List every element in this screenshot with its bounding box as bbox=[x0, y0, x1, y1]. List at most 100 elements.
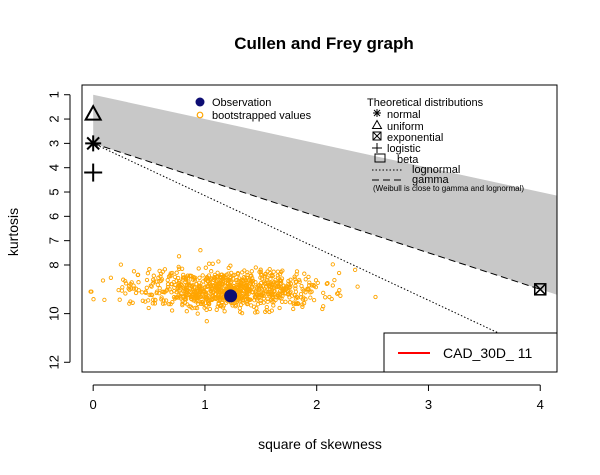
bootstrap-point bbox=[133, 286, 139, 291]
bootstrap-point bbox=[202, 285, 207, 290]
bootstrap-point bbox=[204, 307, 209, 313]
bootstrap-point bbox=[239, 310, 245, 316]
bootstrap-point bbox=[283, 299, 288, 304]
observation-legend-label: Observation bbox=[212, 97, 271, 109]
bootstrap-point bbox=[196, 301, 201, 307]
bootstrap-point bbox=[297, 277, 302, 283]
bootstrap-point bbox=[159, 295, 164, 300]
bootstrap-point bbox=[183, 276, 188, 281]
bootstrap-point bbox=[215, 270, 220, 275]
bootstrap-point bbox=[179, 266, 185, 271]
bootstrap-point bbox=[192, 275, 198, 280]
bootstrap-point bbox=[311, 297, 317, 303]
plot-frame bbox=[81, 84, 558, 373]
bootstrap-point bbox=[88, 289, 93, 294]
bootstrap-point bbox=[169, 281, 175, 287]
bootstrap-points-layer bbox=[62, 248, 378, 324]
bootstrap-point bbox=[325, 281, 330, 286]
bootstrap-point bbox=[219, 281, 224, 287]
bootstrap-point bbox=[162, 267, 168, 272]
gamma-line bbox=[93, 142, 541, 290]
bootstrap-point bbox=[220, 305, 226, 310]
bootstrap-point bbox=[173, 295, 179, 300]
bootstrap-point bbox=[117, 297, 122, 302]
bootstrap-point bbox=[168, 272, 173, 278]
bootstrap-point bbox=[188, 296, 194, 301]
bootstrap-point bbox=[246, 286, 252, 292]
bootstrap-point bbox=[242, 276, 248, 281]
bootstrap-point bbox=[279, 299, 285, 304]
bootstrap-point bbox=[279, 276, 285, 281]
bootstrap-point bbox=[336, 290, 341, 296]
y-tick-label: 5 bbox=[47, 188, 62, 195]
bootstrap-point bbox=[294, 294, 299, 299]
distribution-markers-layer bbox=[83, 104, 547, 303]
bootstrap-point bbox=[148, 283, 153, 288]
bootstrap-point bbox=[271, 269, 276, 274]
bootstrap-point bbox=[207, 306, 213, 312]
bootstrap-point bbox=[265, 299, 270, 304]
bootstrap-legend-label: bootstrapped values bbox=[212, 110, 312, 122]
bootstrap-point bbox=[265, 296, 270, 301]
bootstrap-point bbox=[249, 269, 254, 274]
bootstrap-point bbox=[228, 277, 233, 283]
beta-region bbox=[93, 94, 557, 295]
bootstrap-point bbox=[209, 269, 214, 274]
bootstrap-point bbox=[218, 297, 223, 303]
bootstrap-point bbox=[277, 289, 283, 294]
bootstrap-point bbox=[288, 289, 293, 294]
bootstrap-point bbox=[195, 311, 200, 316]
bootstrap-point bbox=[194, 286, 200, 291]
bootstrap-point bbox=[135, 272, 140, 278]
bootstrap-point bbox=[195, 297, 200, 302]
exponential-marker-box bbox=[533, 283, 547, 296]
bootstrap-point bbox=[269, 282, 274, 288]
bootstrap-point bbox=[308, 295, 313, 300]
series-legend-label: CAD_30D_ 11 bbox=[443, 345, 532, 361]
bootstrap-point bbox=[238, 302, 244, 307]
uniform-marker bbox=[83, 104, 103, 121]
bootstrap-point bbox=[309, 283, 314, 288]
bootstrap-point bbox=[198, 294, 203, 300]
bootstrap-point bbox=[300, 304, 305, 309]
bootstrap-point bbox=[180, 301, 185, 306]
observation-legend-marker bbox=[195, 97, 205, 107]
bootstrap-point bbox=[244, 293, 249, 299]
bootstrap-point bbox=[127, 283, 132, 289]
bootstrap-point bbox=[279, 296, 284, 301]
bootstrap-point bbox=[291, 302, 296, 307]
bootstrap-point bbox=[293, 289, 299, 294]
bootstrap-point bbox=[320, 306, 325, 312]
y-tick-label: 6 bbox=[47, 213, 62, 220]
bootstrap-point bbox=[288, 277, 293, 282]
bootstrap-point bbox=[216, 259, 221, 264]
bootstrap-point bbox=[295, 300, 300, 306]
bootstrap-point bbox=[269, 308, 274, 313]
bootstrap-point bbox=[108, 275, 114, 280]
bootstrap-point bbox=[253, 295, 259, 300]
bootstrap-point bbox=[151, 273, 156, 278]
bootstrap-point bbox=[258, 280, 264, 286]
bootstrap-point bbox=[181, 272, 186, 278]
bootstrap-point bbox=[303, 277, 308, 282]
bootstrap-point bbox=[271, 285, 277, 290]
y-tick-label: 10 bbox=[47, 306, 62, 320]
bootstrap-point bbox=[199, 299, 204, 305]
bootstrap-point bbox=[127, 301, 132, 306]
bootstrap-point bbox=[206, 261, 212, 266]
bootstrap-point bbox=[324, 281, 329, 286]
bootstrap-point bbox=[140, 298, 145, 303]
bootstrap-point bbox=[256, 286, 262, 291]
uniform-legend-label: uniform bbox=[387, 121, 424, 133]
bootstrap-point bbox=[275, 276, 281, 281]
bootstrap-point bbox=[294, 272, 299, 277]
bootstrap-point bbox=[62, 299, 65, 302]
x-tick-label: 0 bbox=[90, 397, 97, 412]
bootstrap-point bbox=[287, 285, 292, 290]
bootstrap-point bbox=[139, 290, 145, 295]
bootstrap-point bbox=[149, 292, 155, 298]
bootstrap-point bbox=[218, 295, 224, 300]
bootstrap-point bbox=[264, 277, 270, 283]
bootstrap-point bbox=[220, 291, 226, 296]
bootstrap-point bbox=[253, 279, 258, 285]
